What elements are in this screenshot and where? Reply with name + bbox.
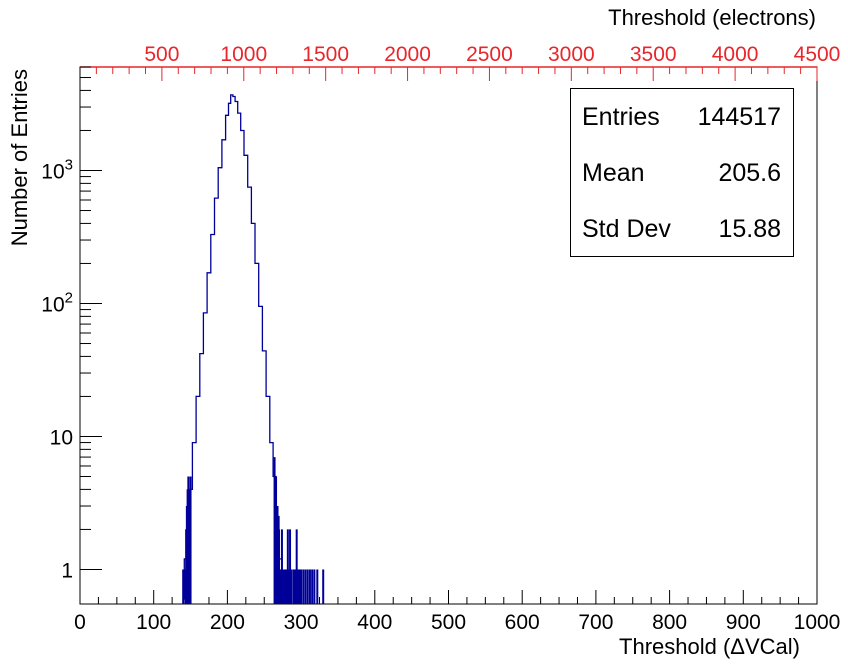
stats-box: Entries 144517 Mean 205.6 Std Dev 15.88 xyxy=(570,88,794,257)
x-tick-label: 100 xyxy=(136,611,171,634)
y-tick-label: 103 xyxy=(41,156,73,183)
x-tick-label: 700 xyxy=(578,611,613,634)
top-tick-label: 3000 xyxy=(548,43,595,66)
x-tick-label: 900 xyxy=(726,611,761,634)
y-tick-label: 102 xyxy=(41,289,73,316)
stats-entries-row: Entries 144517 xyxy=(582,103,781,132)
x-tick-label: 600 xyxy=(505,611,540,634)
x-tick-label: 300 xyxy=(284,611,319,634)
stats-mean-label: Mean xyxy=(582,159,645,187)
x-axis-label: Threshold (ΔVCal) xyxy=(619,634,800,659)
top-x-axis: 500 1000 1500 2000 2500 3000 3500 4000 4500 xyxy=(80,43,840,81)
top-tick-label: 2500 xyxy=(466,43,513,66)
x-tick-label: 1000 xyxy=(794,611,841,634)
x-tick-label: 400 xyxy=(357,611,392,634)
top-tick-label: 4000 xyxy=(712,43,759,66)
stats-std-row: Std Dev 15.88 xyxy=(582,215,781,244)
top-tick-label: 3500 xyxy=(630,43,677,66)
x-tick-label: 0 xyxy=(74,611,86,634)
top-tick-label: 1500 xyxy=(302,43,349,66)
y-tick-label: 10 xyxy=(50,426,73,449)
top-tick-label: 1000 xyxy=(220,43,267,66)
x-tick-label: 500 xyxy=(431,611,466,634)
histogram-curve xyxy=(182,94,285,604)
stats-std-label: Std Dev xyxy=(582,215,671,243)
stats-mean-value: 205.6 xyxy=(718,159,781,187)
x-tick-label: 800 xyxy=(652,611,687,634)
top-tick-label: 4500 xyxy=(794,43,841,66)
stats-entries-label: Entries xyxy=(582,103,660,131)
x-tick-label: 200 xyxy=(210,611,245,634)
top-tick-label: 500 xyxy=(144,43,179,66)
top-tick-label: 2000 xyxy=(384,43,431,66)
stats-std-value: 15.88 xyxy=(718,215,781,243)
top-axis-label: Threshold (electrons) xyxy=(608,5,816,30)
y-axis-label: Number of Entries xyxy=(7,69,32,246)
y-tick-label: 1 xyxy=(61,559,73,582)
stats-mean-row: Mean 205.6 xyxy=(582,159,781,188)
stats-entries-value: 144517 xyxy=(697,103,781,131)
x-axis: 0 100 200 300 400 500 600 700 800 900 1000 xyxy=(74,590,840,634)
